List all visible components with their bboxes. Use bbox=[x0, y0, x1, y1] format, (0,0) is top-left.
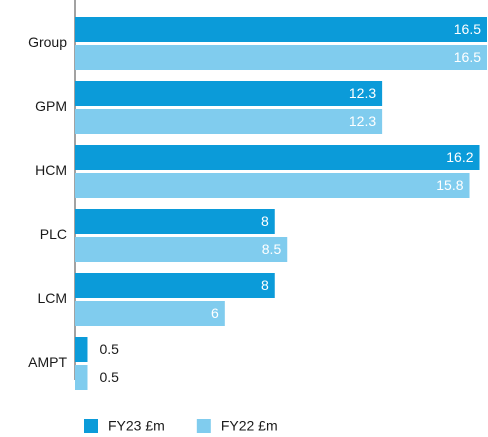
bar bbox=[75, 145, 480, 170]
category-label: LCM bbox=[37, 290, 67, 306]
value-label: 16.5 bbox=[454, 21, 481, 37]
category-label: PLC bbox=[40, 226, 67, 242]
category-label: Group bbox=[28, 34, 67, 50]
bar bbox=[75, 301, 225, 326]
category-label: AMPT bbox=[28, 354, 67, 370]
legend-swatch bbox=[196, 419, 211, 433]
value-label: 6 bbox=[211, 305, 219, 321]
value-label: 16.2 bbox=[446, 149, 473, 165]
category-label: GPM bbox=[35, 98, 67, 114]
value-label: 0.5 bbox=[99, 341, 119, 357]
bar bbox=[75, 173, 470, 198]
value-label: 0.5 bbox=[99, 369, 119, 385]
value-label: 12.3 bbox=[349, 113, 376, 129]
bar bbox=[75, 45, 487, 70]
bar bbox=[75, 237, 288, 262]
value-label: 12.3 bbox=[349, 85, 376, 101]
bar bbox=[75, 109, 383, 134]
bar bbox=[75, 365, 88, 390]
bar bbox=[75, 209, 275, 234]
bar bbox=[75, 337, 88, 362]
legend-label: FY22 £m bbox=[221, 418, 278, 434]
bar bbox=[75, 17, 487, 42]
legend-swatch bbox=[84, 419, 98, 433]
legend-label: FY23 £m bbox=[108, 418, 165, 434]
category-label: HCM bbox=[35, 162, 67, 178]
bar bbox=[75, 273, 275, 298]
value-label: 8 bbox=[261, 213, 269, 229]
value-label: 16.5 bbox=[454, 49, 481, 65]
value-label: 15.8 bbox=[436, 177, 463, 193]
bar bbox=[75, 81, 383, 106]
value-label: 8.5 bbox=[262, 241, 282, 257]
value-label: 8 bbox=[261, 277, 269, 293]
